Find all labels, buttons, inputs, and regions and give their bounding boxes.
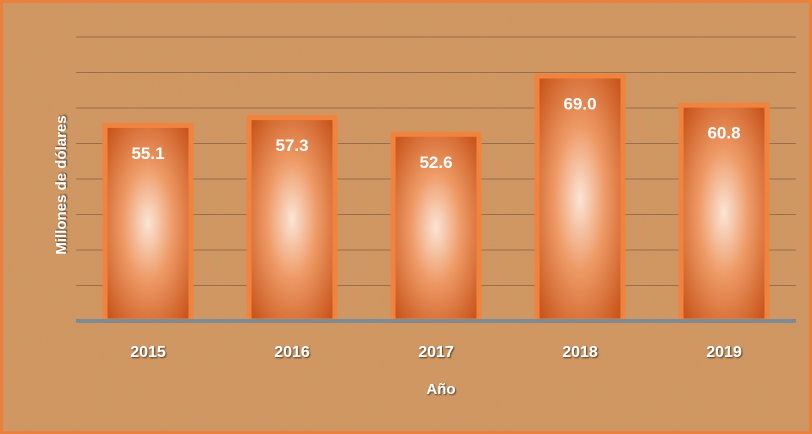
x-tick-label: 2016 xyxy=(274,344,310,361)
x-tick-label: 2015 xyxy=(130,344,166,361)
x-tick-label: 2019 xyxy=(706,344,742,361)
data-label: 57.3 xyxy=(275,136,308,155)
x-tick-label: 2017 xyxy=(418,344,454,361)
x-axis-label: Año xyxy=(426,381,455,398)
data-label: 55.1 xyxy=(131,144,164,163)
data-label: 69.0 xyxy=(563,95,596,114)
data-label: 60.8 xyxy=(707,124,740,143)
data-label: 52.6 xyxy=(419,153,452,172)
x-tick-label: 2018 xyxy=(562,344,598,361)
y-axis-label: Millones de dólares xyxy=(53,115,70,254)
